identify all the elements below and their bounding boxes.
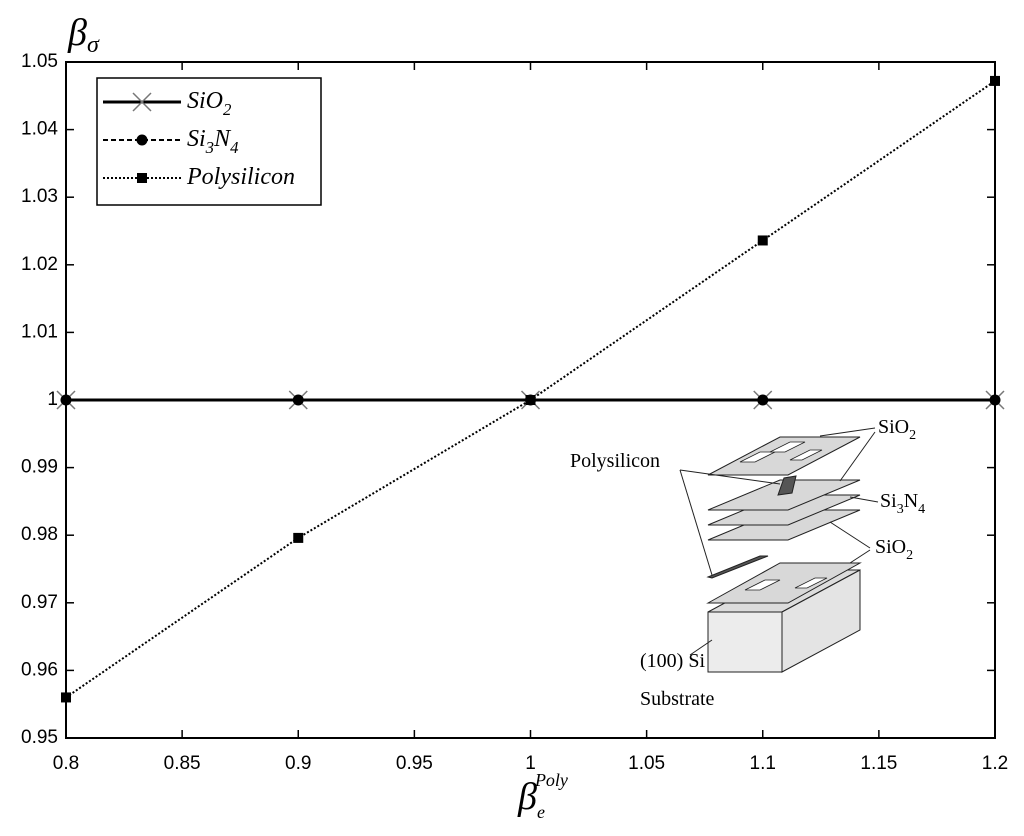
x-tick-label: 1.15 — [860, 753, 897, 774]
legend-label: Polysilicon — [186, 164, 295, 190]
marker-square — [293, 532, 304, 543]
y-tick-label: 0.97 — [21, 592, 58, 613]
x-axis-label-base: β — [517, 776, 537, 818]
inset-label: Substrate — [640, 688, 715, 710]
marker-circle — [292, 394, 304, 406]
y-tick-label: 0.98 — [21, 524, 58, 545]
y-tick-label: 1.05 — [21, 51, 58, 72]
inset-label: SiO2 — [878, 416, 916, 443]
marker-x — [132, 92, 152, 112]
y-tick-label: 1.01 — [21, 321, 58, 342]
legend-label: SiO2 — [187, 88, 232, 120]
x-tick-label: 1.2 — [982, 753, 1008, 774]
marker-square — [990, 75, 1000, 86]
x-tick-label: 0.8 — [53, 753, 79, 774]
inset-label: Si3N4 — [880, 490, 925, 517]
x-tick-label: 1.05 — [628, 753, 665, 774]
x-axis-label-sup: Poly — [534, 770, 568, 790]
x-axis-label-sub: e — [537, 802, 545, 822]
y-tick-label: 1 — [47, 389, 58, 410]
inset-label: (100) Si — [640, 650, 705, 672]
x-tick-label: 1.1 — [750, 753, 776, 774]
marker-square — [61, 692, 71, 703]
legend-label: Si3N4 — [187, 126, 239, 158]
marker-circle — [757, 394, 769, 406]
marker-circle — [136, 134, 148, 146]
marker-circle — [989, 394, 1001, 406]
y-tick-label: 0.96 — [21, 659, 58, 680]
x-tick-label: 0.95 — [396, 753, 433, 774]
legend-box — [96, 77, 322, 206]
y-axis-label-sub: σ — [87, 32, 100, 58]
y-tick-label: 1.02 — [21, 254, 58, 275]
inset-diagram — [679, 427, 879, 673]
inset-label: SiO2 — [875, 536, 913, 563]
x-tick-label: 0.85 — [164, 753, 201, 774]
marker-square — [757, 235, 768, 246]
x-axis-label: βe Poly — [517, 770, 568, 822]
y-axis-label: βσ — [67, 12, 100, 58]
marker-square — [525, 395, 536, 405]
x-tick-label: 0.9 — [285, 753, 311, 774]
y-tick-label: 0.95 — [21, 727, 58, 748]
y-axis-label-base: β — [67, 12, 87, 54]
x-tick-label: 1 — [525, 753, 536, 774]
y-tick-label: 0.99 — [21, 457, 58, 478]
y-tick-label: 1.03 — [21, 186, 58, 207]
marker-circle — [60, 394, 72, 406]
y-tick-label: 1.04 — [21, 119, 58, 140]
marker-square — [137, 173, 147, 183]
inset-label: Polysilicon — [570, 450, 660, 472]
